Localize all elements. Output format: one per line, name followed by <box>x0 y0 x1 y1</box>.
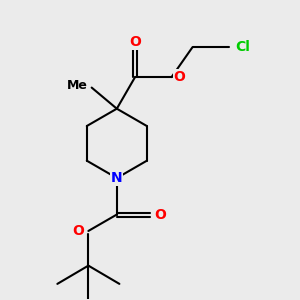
Text: N: N <box>111 171 123 185</box>
Text: O: O <box>129 35 141 49</box>
Text: O: O <box>72 224 84 238</box>
Text: Me: Me <box>67 80 88 92</box>
Text: Cl: Cl <box>235 40 250 54</box>
Text: O: O <box>173 70 185 84</box>
Text: O: O <box>154 208 166 221</box>
